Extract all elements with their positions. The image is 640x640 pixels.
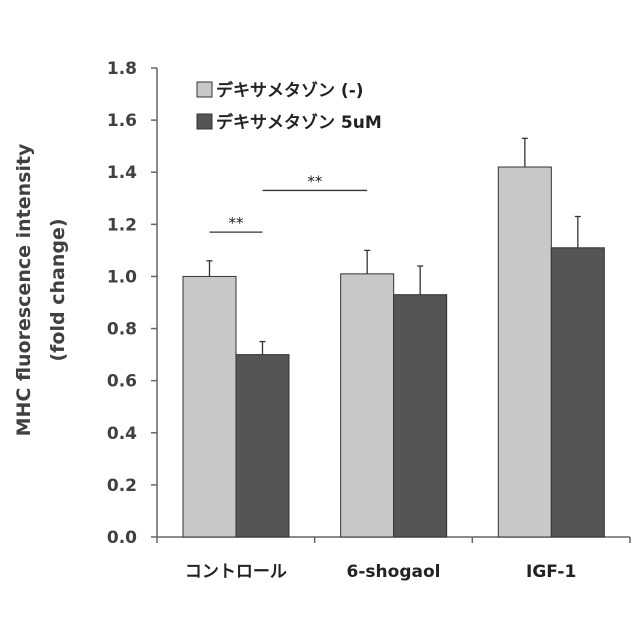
bar: [551, 248, 604, 537]
legend-label: デキサメタゾン (-): [216, 80, 364, 101]
y-tick-label: 0.4: [107, 424, 137, 444]
y-tick-label: 0.8: [107, 320, 137, 340]
bar-chart: MHC fluorescence intensity(fold change) …: [0, 0, 640, 640]
y-tick-label: 0.0: [107, 528, 137, 548]
x-axis-categories: コントロール 6-shogaol IGF-1: [185, 562, 576, 582]
x-category-label: 6-shogaol: [347, 562, 441, 582]
bar: [394, 295, 447, 537]
significance-markers: ** **: [210, 172, 368, 232]
y-tick-label: 0.6: [107, 372, 137, 392]
y-tick-label: 1.8: [107, 59, 137, 79]
legend: デキサメタゾン (-) デキサメタゾン 5uM: [197, 80, 382, 133]
y-tick-label: 1.0: [107, 267, 137, 287]
y-axis-title: MHC fluorescence intensity (fold change): [13, 143, 69, 436]
y-tick-label: 0.2: [107, 476, 137, 496]
bar: [341, 274, 394, 537]
legend-label: デキサメタゾン 5uM: [216, 112, 382, 133]
x-category-label: コントロール: [185, 562, 287, 582]
y-axis-ticks: 0.0 0.2 0.4 0.6 0.8 1.0 1.2 1.4 1.6 1.8: [107, 59, 157, 548]
bar: [236, 355, 289, 537]
legend-swatch: [197, 114, 212, 129]
x-category-label: IGF-1: [526, 562, 576, 582]
bar: [498, 167, 551, 537]
legend-swatch: [197, 82, 212, 97]
y-axis-title-line: MHC fluorescence intensity: [13, 143, 35, 436]
bar: [183, 276, 236, 537]
significance-label: **: [229, 214, 245, 232]
y-tick-label: 1.4: [107, 163, 137, 183]
y-tick-label: 1.2: [107, 215, 137, 235]
significance-label: **: [307, 172, 323, 190]
y-axis-title-line: (fold change): [47, 218, 69, 361]
y-tick-label: 1.6: [107, 111, 137, 131]
bars: [183, 167, 604, 537]
